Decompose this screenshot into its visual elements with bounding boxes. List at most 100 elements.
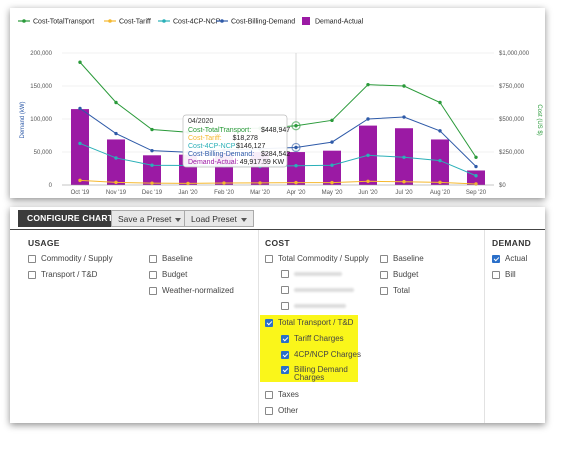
data-point[interactable]: [330, 163, 334, 167]
demand-bar[interactable]: [287, 152, 305, 185]
demand-bar[interactable]: [143, 155, 161, 185]
checkbox[interactable]: [281, 302, 289, 310]
data-point[interactable]: [366, 153, 370, 157]
checkbox[interactable]: [149, 270, 157, 279]
option-label: 4CP/NCP Charges: [294, 350, 361, 359]
data-point[interactable]: [294, 164, 298, 168]
x-tick-label: Jun '20: [358, 190, 378, 196]
cost-baseline[interactable]: Baseline: [380, 254, 424, 263]
checkbox[interactable]: [265, 318, 273, 327]
data-point[interactable]: [438, 129, 442, 133]
load-preset-button[interactable]: Load Preset: [184, 210, 254, 227]
cost-tariff-charges[interactable]: Tariff Charges: [281, 334, 344, 343]
legend-item[interactable]: Cost-TotalTransport: [33, 19, 94, 26]
demand-actual[interactable]: Actual: [492, 254, 527, 263]
usage-budget[interactable]: Budget: [149, 270, 187, 279]
checkbox[interactable]: [380, 286, 388, 295]
tooltip-title: 04/2020: [188, 118, 213, 125]
demand-bar[interactable]: [323, 150, 341, 185]
data-point[interactable]: [474, 155, 478, 159]
legend-item[interactable]: Cost-4CP-NCP: [173, 19, 221, 26]
data-point[interactable]: [330, 180, 334, 185]
checkbox[interactable]: [492, 270, 500, 279]
data-point[interactable]: [258, 181, 262, 185]
cost-total-transport[interactable]: Total Transport / T&D: [265, 318, 353, 327]
checkbox[interactable]: [265, 406, 273, 415]
checkbox[interactable]: [28, 270, 36, 279]
data-point[interactable]: [474, 164, 478, 169]
cost-other[interactable]: Other: [265, 406, 298, 415]
demand-cost-chart: Cost-TotalTransport Cost-Tariff Cost-4CP-N…: [18, 17, 542, 196]
right-axis-title: Cost (US $): [536, 104, 542, 135]
data-point[interactable]: [438, 100, 442, 105]
blurred-label: [294, 288, 354, 292]
data-point[interactable]: [78, 60, 82, 64]
data-point[interactable]: [402, 115, 406, 119]
checkbox[interactable]: [281, 286, 289, 294]
data-point[interactable]: [150, 163, 154, 167]
data-point[interactable]: [294, 145, 298, 150]
data-point[interactable]: [402, 155, 406, 159]
data-point[interactable]: [366, 117, 370, 121]
checkbox[interactable]: [281, 334, 289, 343]
checkbox[interactable]: [28, 254, 36, 263]
data-point[interactable]: [222, 181, 226, 185]
data-point[interactable]: [150, 148, 154, 153]
data-point[interactable]: [294, 180, 298, 185]
usage-baseline[interactable]: Baseline: [149, 254, 193, 263]
checkbox[interactable]: [265, 390, 273, 399]
data-point[interactable]: [150, 181, 154, 185]
data-point[interactable]: [78, 178, 82, 183]
checkbox[interactable]: [380, 270, 388, 279]
demand-bar[interactable]: [107, 139, 125, 185]
data-point[interactable]: [330, 140, 334, 144]
checkbox[interactable]: [281, 366, 289, 374]
data-point[interactable]: [438, 180, 442, 185]
save-preset-button[interactable]: Save a Preset: [111, 210, 189, 227]
data-point[interactable]: [474, 174, 478, 178]
checkbox[interactable]: [149, 286, 157, 295]
cost-commodity-sub-2[interactable]: [281, 286, 354, 294]
left-tick-label: 200,000: [30, 51, 52, 57]
data-point[interactable]: [186, 181, 190, 186]
demand-bill[interactable]: Bill: [492, 270, 516, 279]
data-point[interactable]: [114, 131, 118, 136]
chart-legend[interactable]: Cost-TotalTransport Cost-Tariff Cost-4CP-N…: [18, 17, 364, 26]
cost-budget[interactable]: Budget: [380, 270, 418, 279]
data-point[interactable]: [330, 118, 334, 123]
cost-total-commodity[interactable]: Total Commodity / Supply: [265, 254, 369, 263]
checkbox[interactable]: [281, 350, 289, 359]
legend-item[interactable]: Cost-Tariff: [119, 19, 151, 26]
data-point[interactable]: [402, 84, 406, 88]
checkbox[interactable]: [492, 254, 500, 263]
data-point[interactable]: [366, 179, 370, 184]
data-point[interactable]: [438, 158, 442, 163]
usage-weather-normalized[interactable]: Weather-normalized: [149, 286, 234, 295]
demand-bar[interactable]: [71, 109, 89, 185]
cost-4cp-ncp-charges[interactable]: 4CP/NCP Charges: [281, 350, 361, 359]
data-point[interactable]: [78, 106, 82, 111]
cost-total[interactable]: Total: [380, 286, 410, 295]
data-point[interactable]: [78, 141, 82, 146]
cost-taxes[interactable]: Taxes: [265, 390, 299, 399]
left-tick-label: 150,000: [30, 84, 52, 90]
checkbox[interactable]: [265, 254, 273, 263]
data-point[interactable]: [114, 100, 118, 105]
data-point[interactable]: [294, 124, 298, 128]
data-point[interactable]: [114, 156, 118, 160]
checkbox[interactable]: [149, 254, 157, 263]
legend-item[interactable]: Cost-Billing-Demand: [231, 19, 295, 26]
data-point[interactable]: [366, 82, 370, 87]
data-point[interactable]: [150, 127, 154, 132]
data-point[interactable]: [114, 180, 118, 185]
tab-configure-chart[interactable]: CONFIGURE CHART: [18, 210, 123, 227]
cost-billing-demand-charges[interactable]: Billing Demand Charges: [281, 366, 364, 382]
legend-item[interactable]: Demand-Actual: [315, 19, 364, 26]
usage-commodity-supply[interactable]: Commodity / Supply: [28, 254, 113, 263]
cost-commodity-sub-3[interactable]: [281, 302, 346, 310]
data-point[interactable]: [402, 180, 406, 184]
checkbox[interactable]: [281, 270, 289, 278]
usage-transport-td[interactable]: Transport / T&D: [28, 270, 97, 279]
cost-commodity-sub-1[interactable]: [281, 270, 342, 278]
checkbox[interactable]: [380, 254, 388, 263]
